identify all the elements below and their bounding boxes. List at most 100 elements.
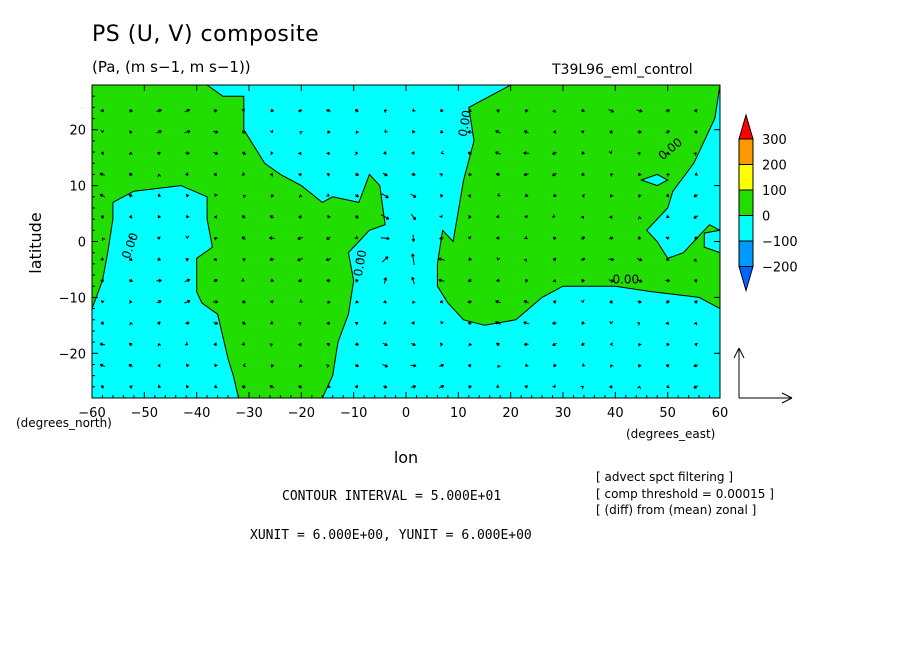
- wind-vector: [156, 108, 162, 113]
- x-tick-label: −30: [235, 406, 262, 421]
- wind-vector: [384, 129, 388, 133]
- wind-vector: [157, 173, 162, 178]
- wind-vector: [666, 384, 670, 389]
- wind-vector: [383, 109, 388, 113]
- wind-vector: [580, 299, 585, 303]
- wind-vector: [552, 151, 557, 155]
- wind-vector-field: [99, 108, 699, 390]
- wind-vector: [269, 129, 274, 134]
- y-tick-label: −20: [59, 347, 86, 362]
- y-axis-label: latitude: [26, 212, 45, 273]
- wind-vector: [298, 151, 302, 156]
- wind-vector: [326, 321, 330, 325]
- wind-vector: [665, 364, 670, 368]
- wind-vector: [524, 279, 529, 283]
- wind-vector: [609, 385, 613, 389]
- wind-vector: [608, 278, 614, 283]
- wind-vector: [467, 363, 472, 368]
- wind-vector: [610, 194, 614, 198]
- wind-vector: [214, 363, 218, 368]
- wind-vector: [270, 278, 275, 283]
- wind-vector: [525, 109, 529, 113]
- wind-vector: [694, 130, 698, 134]
- wind-vector: [497, 192, 501, 197]
- wind-vector: [523, 342, 529, 347]
- wind-vector: [269, 257, 275, 262]
- wind-vector: [327, 384, 331, 388]
- wind-vector: [636, 279, 643, 283]
- wind-vector: [185, 235, 190, 239]
- colorbar-swatch: [738, 189, 754, 216]
- wind-vector: [638, 363, 642, 368]
- wind-vector: [298, 172, 302, 177]
- wind-vector: [665, 236, 670, 240]
- wind-vector: [241, 130, 246, 134]
- x-unit-label: (degrees_east): [626, 427, 715, 441]
- wind-vector: [468, 385, 472, 389]
- colorbar-label: −100: [762, 235, 798, 250]
- wind-vector: [523, 151, 530, 156]
- x-tick-label: 60: [712, 406, 729, 421]
- wind-vector: [467, 278, 472, 283]
- wind-vector: [552, 279, 557, 283]
- wind-vector: [581, 151, 585, 155]
- wind-vector: [382, 172, 388, 177]
- wind-vector: [609, 130, 614, 134]
- wind-vector: [608, 257, 615, 262]
- wind-vector: [100, 129, 105, 133]
- x-tick-label: 30: [555, 406, 572, 421]
- wind-vector: [213, 172, 218, 177]
- wind-vector: [382, 342, 388, 347]
- wind-vector: [523, 130, 529, 134]
- wind-vector: [523, 172, 529, 177]
- wind-vector: [355, 130, 360, 135]
- vector-unit: XUNIT = 6.000E+00, YUNIT = 6.000E+00: [250, 528, 532, 543]
- wind-vector: [327, 300, 331, 305]
- wind-vector: [495, 130, 501, 134]
- x-axis-label: lon: [394, 448, 418, 467]
- wind-vector: [552, 172, 557, 177]
- colorbar-label: −200: [762, 261, 798, 276]
- wind-vector: [297, 322, 302, 326]
- wind-vector: [156, 130, 162, 134]
- wind-vector: [410, 384, 417, 389]
- wind-vector: [185, 258, 189, 262]
- wind-vector: [468, 342, 473, 347]
- wind-vector: [184, 130, 191, 134]
- wind-vector: [496, 257, 501, 261]
- wind-vector: [666, 193, 670, 198]
- wind-vector: [269, 215, 275, 219]
- wind-vector: [186, 214, 190, 219]
- wind-vector: [580, 257, 586, 262]
- wind-vector: [100, 151, 105, 156]
- wind-vector: [157, 343, 162, 347]
- x-tick-label: −40: [183, 406, 210, 421]
- wind-vector: [552, 109, 556, 114]
- wind-vector: [184, 278, 191, 283]
- wind-vector: [439, 342, 443, 347]
- wind-vector: [269, 236, 275, 241]
- contour-region-negative-2: [640, 173, 669, 187]
- wind-vector: [410, 342, 416, 346]
- wind-vector: [693, 152, 697, 156]
- wind-vector: [468, 214, 472, 219]
- wind-vector: [156, 236, 161, 240]
- wind-vector: [298, 385, 303, 389]
- wind-vector: [186, 363, 190, 367]
- wind-vector: [638, 342, 642, 347]
- wind-vector: [241, 342, 245, 346]
- wind-vector: [610, 342, 614, 347]
- wind-vector: [184, 341, 189, 346]
- wind-vector: [694, 109, 698, 113]
- wind-vector: [241, 278, 245, 282]
- wind-vector: [496, 342, 500, 347]
- wind-vector: [270, 194, 275, 198]
- wind-vector: [552, 384, 556, 389]
- wind-vector: [128, 236, 133, 240]
- wind-vector: [157, 257, 161, 261]
- wind-vector: [581, 108, 585, 113]
- wind-vector: [523, 321, 530, 325]
- wind-vector: [410, 363, 417, 368]
- x-tick-label: −20: [288, 406, 315, 421]
